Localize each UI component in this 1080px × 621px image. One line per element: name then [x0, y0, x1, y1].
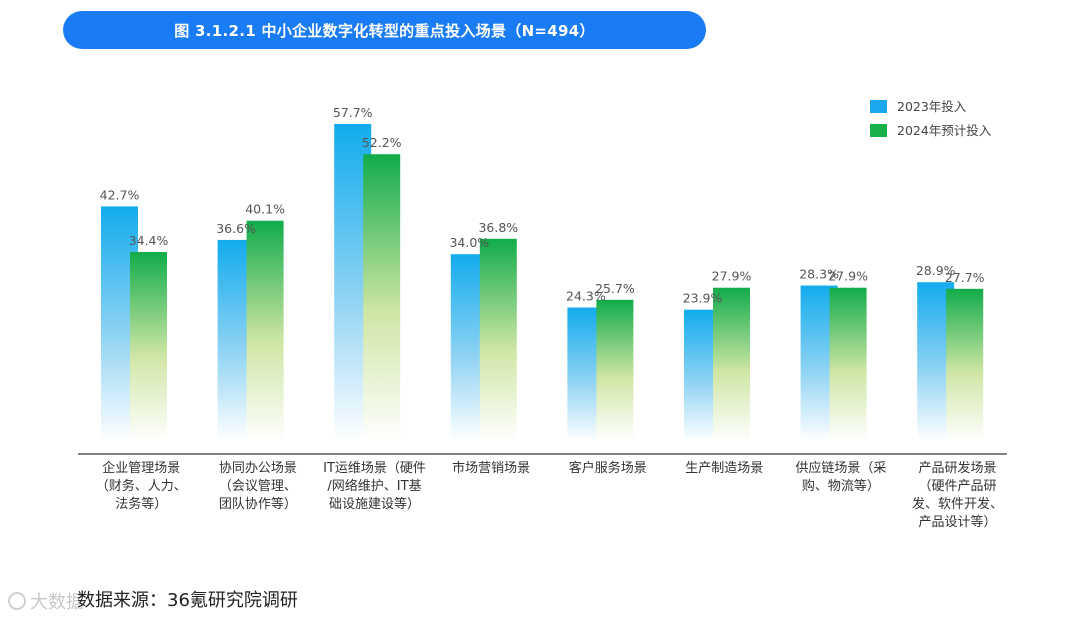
data-label-2024-6: 27.9%: [828, 269, 868, 284]
category-label-7-line-1: （硬件产品研: [918, 479, 996, 494]
bar-2024-7: [946, 288, 984, 441]
category-label-2-line-2: 础设施建设等）: [329, 496, 420, 512]
data-label-2024-0: 34.4%: [129, 233, 169, 248]
watermark-logo-icon: [8, 592, 26, 610]
category-label-0-line-0: 企业管理场景: [102, 460, 180, 476]
category-label-0-line-2: 法务等）: [115, 496, 167, 512]
category-label-5-line-0: 生产制造场景: [685, 461, 763, 476]
category-label-3-line-0: 市场营销场景: [452, 460, 530, 476]
data-label-2024-3: 36.8%: [478, 220, 518, 235]
data-label-2023-1: 36.6%: [216, 221, 256, 236]
category-label-6-line-0: 供应链场景（采: [795, 460, 886, 476]
category-label-2-line-0: IT运维场景（硬件: [323, 461, 426, 476]
bar-2024-3: [479, 238, 517, 441]
legend-label-0: 2023年投入: [897, 99, 967, 114]
data-label-2024-4: 25.7%: [595, 281, 635, 296]
category-label-1-line-2: 团队协作等）: [219, 496, 297, 512]
bar-2024-0: [130, 252, 167, 441]
data-label-2023-0: 42.7%: [100, 187, 140, 202]
legend-swatch-0: [870, 100, 887, 113]
legend-label-1: 2024年预计投入: [897, 123, 992, 138]
chart-title: 图 3.1.2.1 中小企业数字化转型的重点投入场景（N=494）: [174, 21, 595, 40]
bar-2024-2: [363, 154, 401, 441]
bar-2024-6: [829, 287, 867, 441]
category-label-1-line-0: 协同办公场景: [219, 461, 297, 476]
category-label-4-line-0: 客户服务场景: [569, 460, 647, 476]
bar-chart: 42.7% 34.4% 企业管理场景 （财务、人力、法务等） 36.6% 40.1% 协同办…: [78, 99, 1007, 530]
data-label-2023-2: 57.7%: [333, 105, 373, 120]
category-label-0-line-1: （财务、人力、: [96, 478, 187, 494]
category-label-6-line-1: 购、物流等）: [802, 478, 880, 494]
data-label-2024-2: 52.2%: [362, 135, 402, 150]
watermark-text: 大数据: [30, 592, 84, 613]
bar-2024-4: [596, 299, 634, 441]
category-label-2-line-1: /网络维护、IT基: [327, 478, 421, 494]
legend-swatch-1: [870, 124, 887, 137]
data-label-2024-1: 40.1%: [245, 202, 285, 217]
data-label-2023-7: 28.9%: [916, 263, 956, 278]
data-label-2023-6: 28.3%: [799, 267, 839, 282]
category-label-7-line-2: 发、软件开发、: [912, 496, 1003, 512]
category-label-1-line-1: （会议管理、: [219, 479, 297, 494]
data-label-2023-5: 23.9%: [683, 291, 723, 306]
data-label-2023-3: 34.0%: [449, 235, 489, 250]
chart-title-banner: 图 3.1.2.1 中小企业数字化转型的重点投入场景（N=494）: [63, 11, 706, 49]
category-label-7-line-0: 产品研发场景: [918, 460, 996, 476]
bar-2024-5: [713, 287, 750, 441]
data-label-2024-5: 27.9%: [712, 269, 752, 284]
data-label-2024-7: 27.7%: [945, 270, 985, 285]
category-label-7-line-3: 产品设计等）: [918, 514, 996, 530]
watermark: 大数据: [8, 588, 84, 614]
bar-2024-1: [246, 220, 284, 441]
data-label-2023-4: 24.3%: [566, 288, 606, 303]
data-source-note: 数据来源：36氪研究院调研: [77, 590, 298, 611]
